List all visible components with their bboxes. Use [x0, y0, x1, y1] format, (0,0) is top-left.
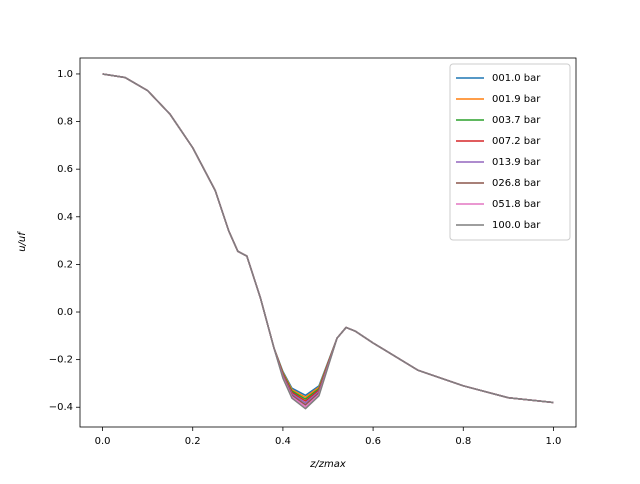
plot-frame — [79, 57, 577, 428]
y-tick-label: 1.0 — [57, 69, 73, 80]
legend-label: 003.7 bar — [492, 115, 541, 126]
legend-frame — [449, 63, 571, 241]
y-tick-label: −0.4 — [49, 402, 73, 413]
y-tick-label: −0.2 — [49, 355, 73, 366]
legend-label: 013.9 bar — [492, 157, 541, 168]
y-axis-label: u/uf — [17, 231, 28, 252]
y-tick-label: 0.4 — [57, 212, 73, 223]
x-tick-label: 0.8 — [455, 436, 471, 447]
x-tick-label: 1.0 — [546, 436, 562, 447]
x-tick-label: 0.2 — [185, 436, 201, 447]
legend-label: 100.0 bar — [492, 220, 541, 231]
legend-label: 001.9 bar — [492, 94, 541, 105]
legend-label: 001.0 bar — [492, 73, 541, 84]
x-tick-label: 0.6 — [365, 436, 381, 447]
x-tick-label: 0.0 — [95, 436, 111, 447]
series-line — [102, 73, 554, 410]
legend-label: 026.8 bar — [492, 178, 541, 189]
legend-label: 007.2 bar — [492, 136, 541, 147]
x-tick-label: 0.4 — [275, 436, 291, 447]
y-tick-label: 0.0 — [57, 307, 73, 318]
y-tick-label: 0.8 — [57, 117, 73, 128]
x-axis-label: z/zmax — [309, 459, 346, 470]
y-tick-label: 0.6 — [57, 164, 73, 175]
legend-label: 051.8 bar — [492, 199, 541, 210]
y-tick-label: 0.2 — [57, 259, 73, 270]
